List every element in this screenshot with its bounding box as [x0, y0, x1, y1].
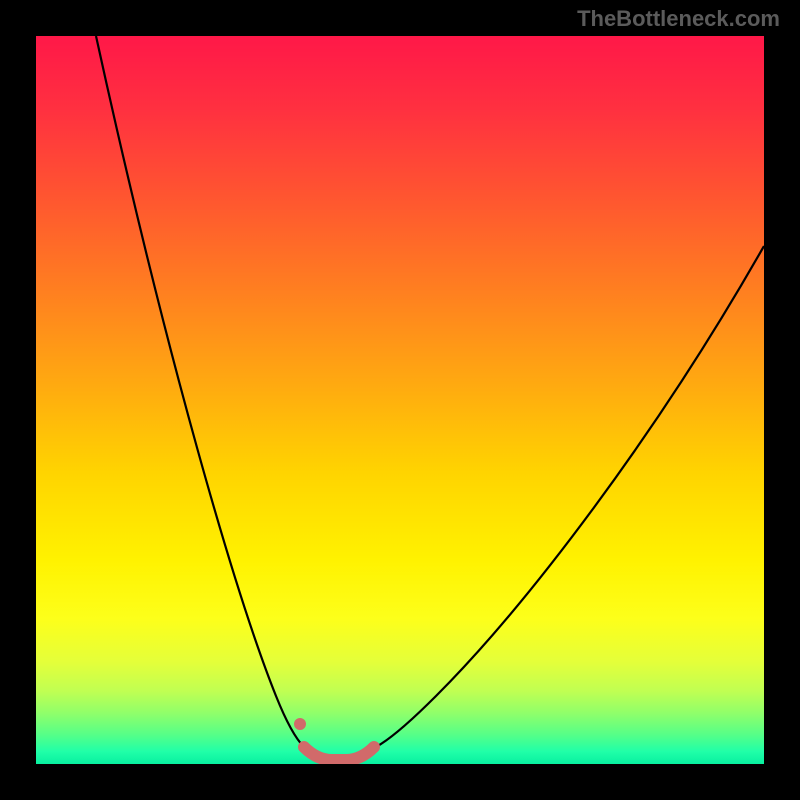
chart-curve-svg [36, 36, 764, 764]
chart-plot-area [36, 36, 764, 764]
watermark-text: TheBottleneck.com [577, 6, 780, 32]
curve-valley-dot [294, 718, 306, 730]
frame-bottom [0, 764, 800, 800]
curve-left-branch [96, 36, 304, 747]
curve-valley [304, 747, 374, 760]
frame-left [0, 0, 36, 800]
frame-right [764, 0, 800, 800]
curve-right-branch [374, 246, 764, 748]
